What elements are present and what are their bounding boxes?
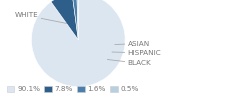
- Wedge shape: [72, 0, 78, 40]
- Legend: 90.1%, 7.8%, 1.6%, 0.5%: 90.1%, 7.8%, 1.6%, 0.5%: [4, 83, 142, 95]
- Wedge shape: [31, 0, 125, 87]
- Text: ASIAN: ASIAN: [115, 41, 150, 47]
- Wedge shape: [51, 0, 78, 40]
- Text: HISPANIC: HISPANIC: [112, 50, 161, 56]
- Text: BLACK: BLACK: [107, 60, 151, 66]
- Text: WHITE: WHITE: [15, 12, 66, 23]
- Wedge shape: [77, 0, 78, 40]
